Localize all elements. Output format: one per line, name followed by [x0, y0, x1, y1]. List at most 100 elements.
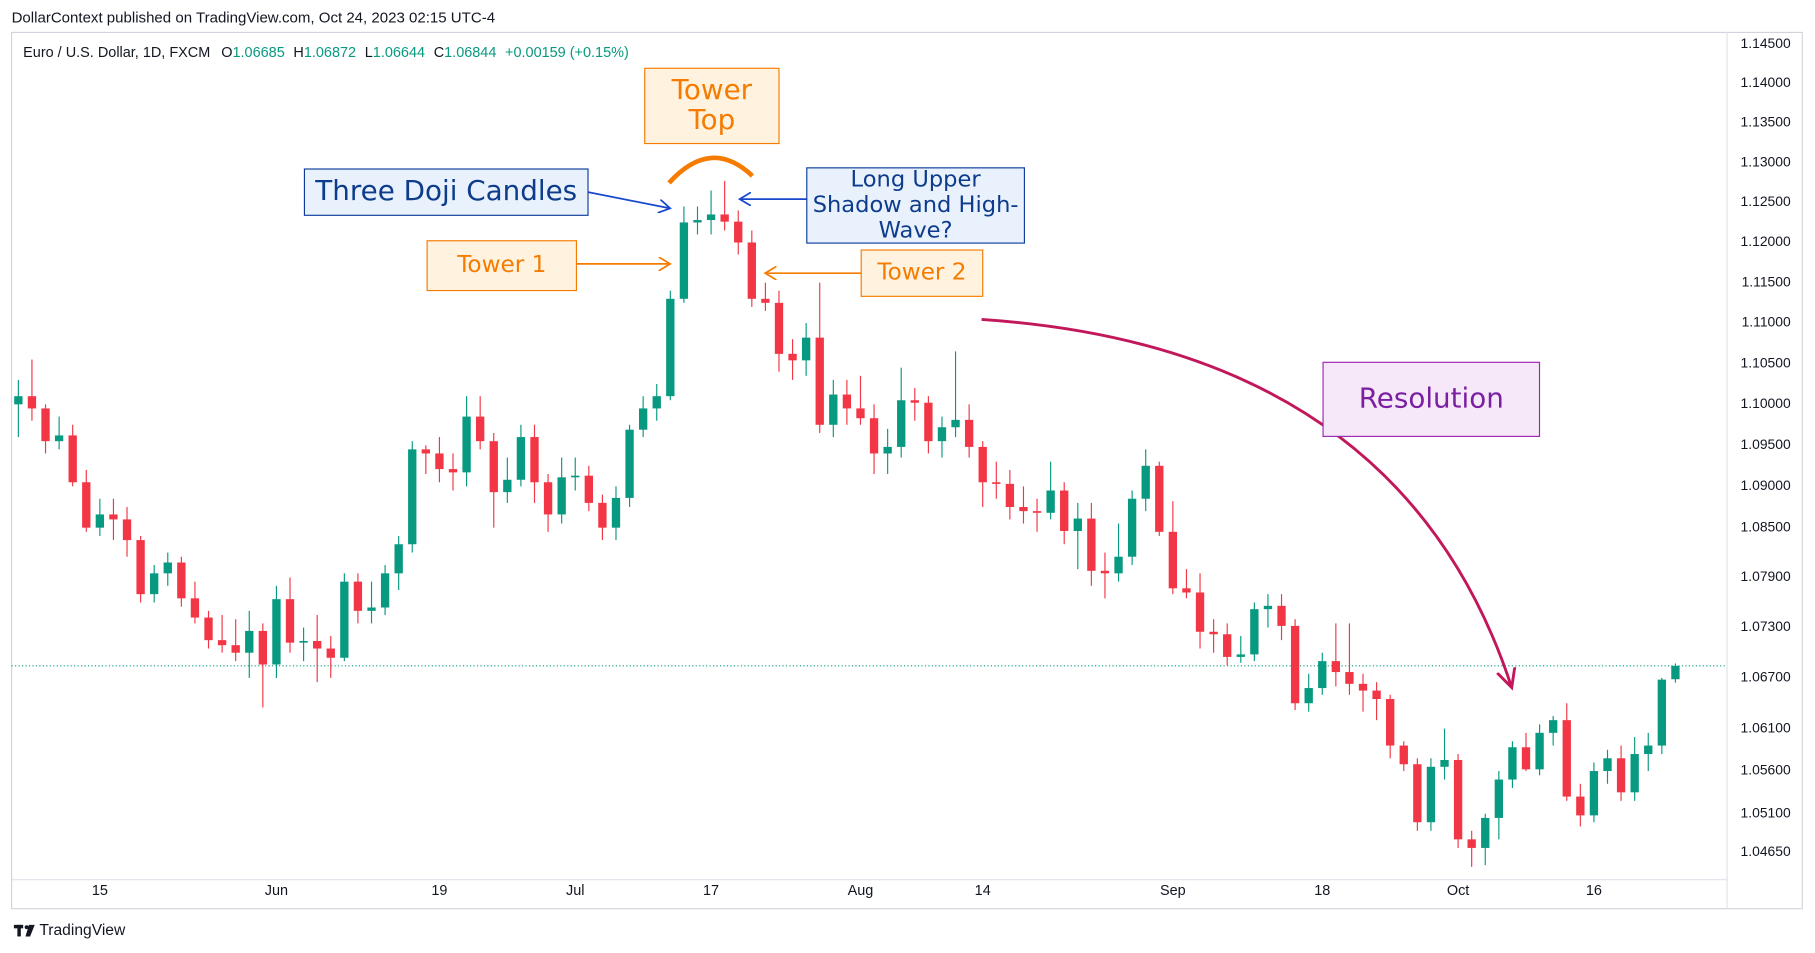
- candle-body: [204, 617, 213, 641]
- candle-body: [543, 482, 553, 515]
- candle-body: [734, 221, 743, 243]
- candle-body: [747, 242, 756, 299]
- candle-body: [14, 396, 23, 405]
- candle-body: [1440, 759, 1449, 767]
- x-tick-label: Jun: [265, 883, 288, 899]
- candle-body: [1413, 764, 1422, 823]
- candle-body: [978, 446, 987, 483]
- candle-body: [951, 419, 960, 428]
- candle-body: [897, 400, 906, 447]
- candle-body: [245, 630, 254, 653]
- candle-body: [326, 648, 335, 658]
- candle-body: [1114, 556, 1123, 574]
- symbol: Euro / U.S. Dollar, 1D, FXCM: [23, 45, 210, 61]
- candle-body: [1236, 654, 1245, 657]
- candle-body: [462, 416, 471, 473]
- candle-body: [1290, 625, 1300, 704]
- annotation-box: [644, 67, 780, 145]
- logo-part: [24, 925, 29, 930]
- candle-body: [435, 453, 444, 470]
- candle-body: [1345, 672, 1354, 684]
- candle-body: [136, 540, 145, 595]
- candle-body: [1494, 779, 1504, 818]
- candle-body: [1331, 661, 1341, 673]
- candle-body: [68, 435, 77, 483]
- candle-body: [1127, 498, 1137, 557]
- candle-body: [638, 408, 648, 430]
- y-tick-label: 1.11000: [1742, 314, 1791, 330]
- candle-body: [408, 449, 417, 545]
- candle-body: [1467, 839, 1476, 848]
- candle-body: [1521, 747, 1531, 770]
- y-tick-label: 1.06700: [1741, 669, 1791, 685]
- candle-body: [1263, 605, 1273, 610]
- candle-body: [571, 475, 580, 478]
- arrow: [587, 191, 670, 208]
- y-tick-label: 1.14000: [1741, 74, 1791, 90]
- candle-body: [1005, 483, 1015, 508]
- y-tick-label: 1.07300: [1741, 618, 1791, 634]
- candle-body: [1019, 507, 1028, 512]
- candle-body: [1616, 758, 1626, 793]
- annotation-text: Tower 2: [876, 260, 966, 286]
- candle-body: [1277, 605, 1286, 626]
- candle-body: [774, 302, 784, 354]
- candle-body: [353, 581, 363, 611]
- candle-body: [448, 469, 458, 473]
- y-tick-label: 1.10000: [1741, 395, 1791, 411]
- candle-body: [530, 437, 539, 483]
- brand: TradingView: [39, 922, 126, 939]
- ohlc-label: O: [221, 45, 232, 61]
- candle-body: [829, 394, 838, 425]
- x-tick-label: 17: [703, 883, 719, 899]
- candle-body: [475, 416, 485, 442]
- annotation-box: [1322, 361, 1541, 437]
- x-tick-label: 16: [1586, 883, 1602, 899]
- y-tick-label: 1.09000: [1741, 477, 1791, 493]
- candle-body: [1073, 518, 1082, 531]
- candle-body: [163, 562, 172, 574]
- candle-body: [761, 298, 770, 303]
- candle-body: [679, 222, 689, 299]
- candle-body: [910, 400, 919, 403]
- logo-part: [17, 924, 21, 937]
- y-tick-label: 1.07900: [1741, 568, 1791, 584]
- candle-body: [1155, 465, 1164, 532]
- annotation-box: [303, 168, 589, 216]
- candle-body: [557, 477, 566, 515]
- candle-body: [625, 429, 634, 498]
- candle-body: [150, 573, 159, 595]
- candle-body: [95, 514, 105, 528]
- candle-body: [1508, 747, 1517, 780]
- ohlc-value: 1.06872: [304, 45, 356, 61]
- annotation-text: Long Upper: [851, 166, 982, 192]
- candle-body: [313, 640, 322, 649]
- candle-body: [380, 573, 390, 608]
- candle-body: [1657, 679, 1666, 746]
- x-tick-label: 14: [975, 883, 991, 899]
- candle-body: [815, 337, 824, 425]
- candle-body: [1087, 518, 1096, 571]
- candle-body: [231, 645, 240, 653]
- candle-body: [82, 482, 91, 528]
- y-tick-label: 1.05600: [1741, 762, 1791, 778]
- candle-body: [992, 482, 1001, 484]
- annotation-text: Tower: [671, 73, 753, 106]
- brand-logo: [13, 924, 35, 937]
- candle-body: [109, 514, 118, 520]
- candle-body: [1304, 688, 1313, 704]
- y-tick-label: 1.08500: [1741, 518, 1791, 534]
- candle-body: [842, 394, 852, 409]
- candle-body: [258, 630, 268, 665]
- y-tick-label: 1.10500: [1741, 354, 1791, 370]
- candle-body: [1562, 720, 1571, 797]
- candle-body: [584, 475, 593, 503]
- candle-body: [1182, 588, 1191, 593]
- y-tick-label: 1.13500: [1741, 114, 1791, 130]
- candle-body: [937, 427, 947, 442]
- annotation-box: [860, 249, 984, 297]
